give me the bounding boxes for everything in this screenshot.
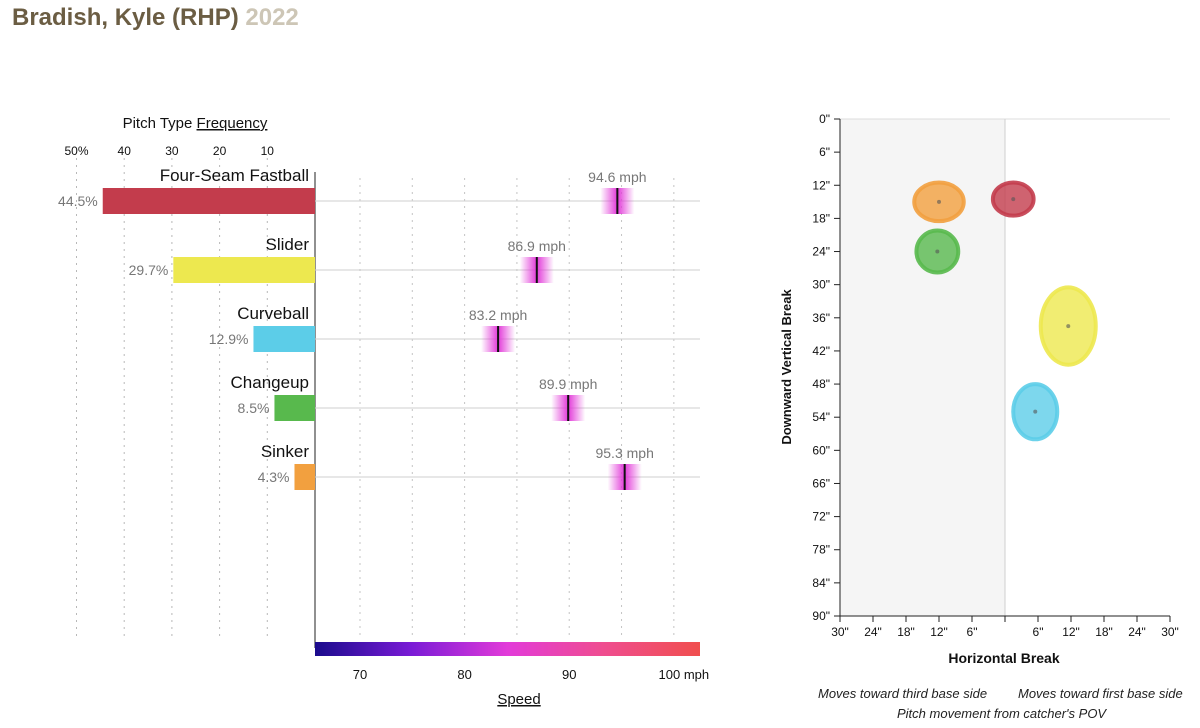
frequency-tick-label: 10	[261, 144, 275, 158]
x-tick-label: 18"	[897, 625, 915, 639]
speed-color-scale	[315, 642, 700, 656]
y-tick-label: 6"	[819, 145, 830, 159]
x-tick-label: 24"	[864, 625, 882, 639]
pitch-name-label: Four-Seam Fastball	[160, 166, 309, 185]
y-tick-label: 18"	[812, 211, 830, 225]
y-tick-label: 30"	[812, 278, 830, 292]
movement-slider	[1038, 285, 1098, 367]
title-frequency-link[interactable]: Frequency	[197, 115, 268, 132]
frequency-tick-label: 30	[165, 144, 179, 158]
catcher-pov-note: Pitch movement from catcher's POV	[897, 706, 1107, 721]
y-axis-title: Downward Vertical Break	[779, 289, 794, 445]
page-title: Bradish, Kyle (RHP) 2022	[12, 4, 299, 32]
y-tick-label: 54"	[812, 410, 830, 424]
title-prefix: Pitch Type	[123, 115, 197, 132]
speed-value-label: 89.9 mph	[539, 376, 597, 392]
frequency-bar-curveball	[253, 326, 315, 352]
first-base-note: Moves toward first base side	[1018, 686, 1183, 701]
pitch-movement-chart: 0" 6" 12" 18" 24" 30" 36" 42" 48" 54" 60" 66" 72" 78"…	[779, 112, 1179, 666]
pitch-name-label: Slider	[266, 235, 310, 254]
speed-tick-label: 100 mph	[659, 667, 710, 682]
movement-changeup	[914, 228, 961, 275]
third-base-note: Moves toward third base side	[818, 686, 988, 701]
x-tick-label: 24"	[1128, 625, 1146, 639]
frequency-value-label: 12.9%	[209, 331, 249, 347]
frequency-value-label: 4.3%	[258, 469, 290, 485]
frequency-tick-label: 20	[213, 144, 227, 158]
y-tick-label: 84"	[812, 576, 830, 590]
y-tick-label: 90"	[812, 609, 830, 623]
frequency-bar-slider	[173, 257, 315, 283]
movement-four-seam-fastball	[990, 180, 1036, 218]
x-tick-label: 12"	[1062, 625, 1080, 639]
frequency-value-label: 8.5%	[238, 400, 270, 416]
speed-tick-label: 70	[353, 667, 367, 682]
frequency-tick-label: 40	[118, 144, 132, 158]
frequency-value-label: 44.5%	[58, 193, 98, 209]
speed-value-label: 95.3 mph	[595, 445, 653, 461]
frequency-bar-four-seam-fastball	[102, 188, 315, 214]
speed-value-label: 94.6 mph	[588, 169, 646, 185]
frequency-chart-title: Pitch Type Frequency	[123, 115, 268, 132]
movement-curveball	[1011, 382, 1060, 442]
x-tick-label: 30"	[831, 625, 849, 639]
y-tick-label: 60"	[812, 443, 830, 457]
movement-center-dot	[1033, 409, 1038, 414]
y-tick-label: 42"	[812, 344, 830, 358]
speed-tick-label: 80	[457, 667, 471, 682]
x-axis-title: Horizontal Break	[948, 650, 1059, 666]
y-tick-label: 0"	[819, 112, 830, 126]
y-tick-label: 78"	[812, 543, 830, 557]
pitch-frequency-speed-chart: Pitch Type Frequency 50% 40 30 20 10 Four-Seam…	[58, 115, 710, 708]
speed-axis-title[interactable]: Speed	[497, 691, 540, 708]
speed-value-label: 83.2 mph	[469, 307, 527, 323]
x-tick-label: 6"	[967, 625, 978, 639]
x-tick-label: 30"	[1161, 625, 1179, 639]
y-tick-label: 66"	[812, 476, 830, 490]
y-tick-label: 24"	[812, 245, 830, 259]
pitch-name-label: Sinker	[261, 442, 310, 461]
pitcher-name: Bradish, Kyle (RHP)	[12, 4, 239, 31]
frequency-tick-label: 50%	[64, 144, 88, 158]
movement-center-dot	[937, 199, 941, 204]
movement-center-dot	[1011, 197, 1016, 202]
x-tick-label: 6"	[1033, 625, 1044, 639]
speed-tick-label: 90	[562, 667, 576, 682]
pitch-name-label: Changeup	[231, 373, 309, 392]
y-tick-label: 36"	[812, 311, 830, 325]
pitch-name-label: Curveball	[237, 304, 309, 323]
x-tick-label: 12"	[930, 625, 948, 639]
movement-center-dot	[935, 249, 940, 254]
movement-sinker	[912, 180, 966, 224]
frequency-bar-sinker	[294, 464, 315, 490]
x-tick-label: 18"	[1095, 625, 1113, 639]
season-year: 2022	[245, 4, 299, 31]
y-tick-label: 72"	[812, 510, 830, 524]
speed-value-label: 86.9 mph	[508, 238, 566, 254]
movement-center-dot	[1066, 324, 1071, 329]
y-tick-label: 48"	[812, 377, 830, 391]
frequency-value-label: 29.7%	[129, 262, 169, 278]
y-tick-label: 12"	[812, 178, 830, 192]
frequency-bar-changeup	[274, 395, 315, 421]
